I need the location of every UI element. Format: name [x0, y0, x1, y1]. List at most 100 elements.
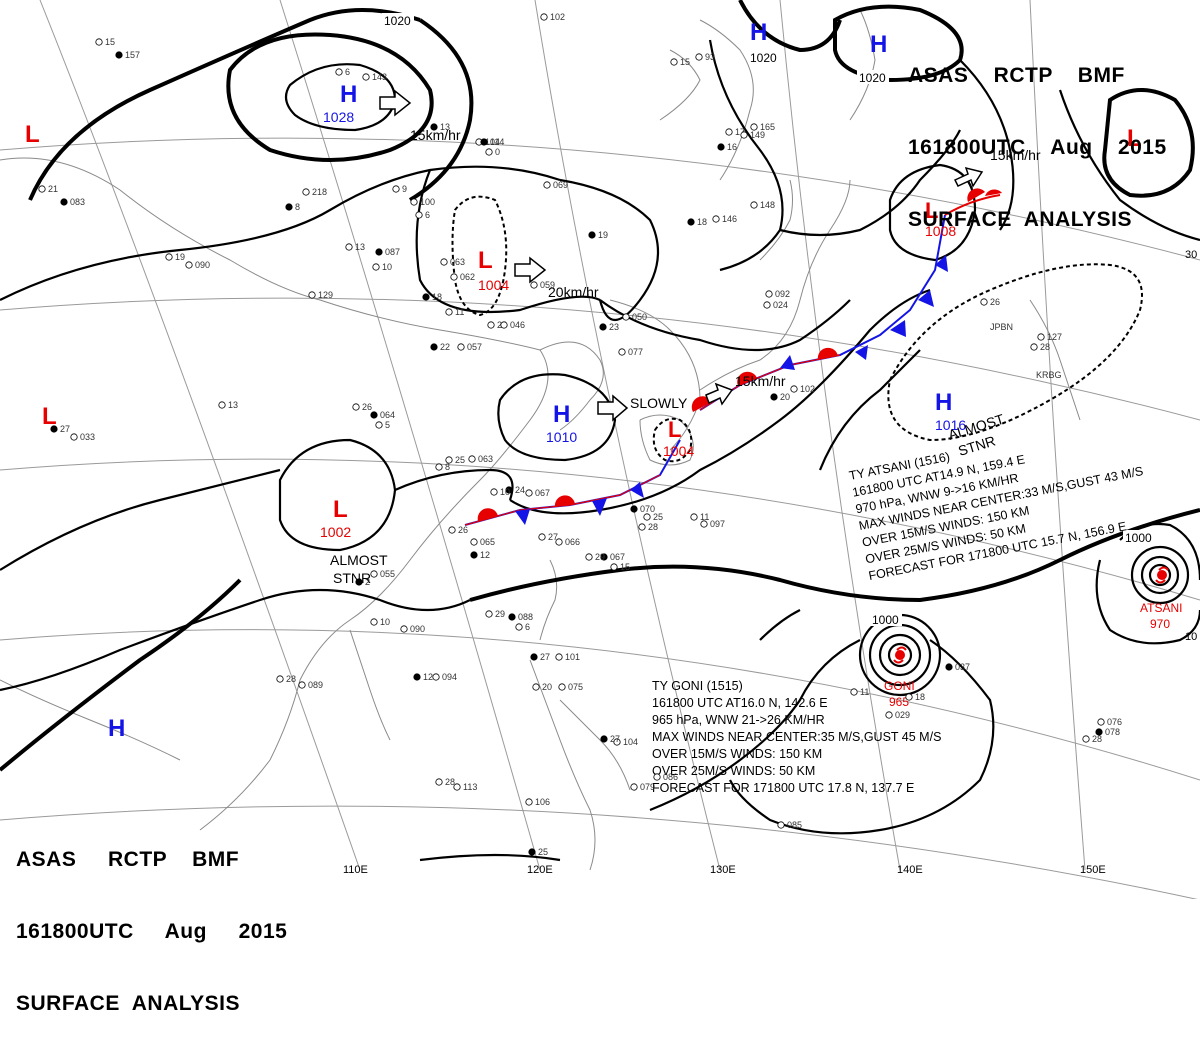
station-circle	[643, 513, 651, 521]
longitude-label: 130E	[710, 864, 736, 876]
station-circle	[487, 321, 495, 329]
station-value: 20	[542, 682, 552, 692]
station-circle	[165, 253, 173, 261]
station-value: 086	[663, 772, 678, 782]
station-value: 27	[548, 532, 558, 542]
station-value: 024	[773, 300, 788, 310]
station-value: 113	[463, 782, 477, 792]
station-circle	[445, 308, 453, 316]
station-circle	[725, 128, 733, 136]
station-circle	[432, 673, 440, 681]
station-value: 104	[623, 737, 638, 747]
station-circle	[750, 123, 758, 131]
station-value: 2	[365, 577, 370, 587]
isobar-labels: 1020 1020 1020 1000 1000	[382, 13, 1155, 627]
high-pressure-value: 1016	[935, 417, 966, 433]
station-circle	[543, 181, 551, 189]
station-value: 062	[460, 272, 475, 282]
station-value: 24	[515, 485, 525, 495]
low-pressure-value: 1004	[478, 277, 509, 293]
station-value: 19	[598, 230, 608, 240]
station-value: 067	[610, 552, 625, 562]
station-value: 21	[48, 184, 58, 194]
low-pressure-value: 1002	[320, 524, 351, 540]
station-value: 066	[565, 537, 580, 547]
station-value: 5	[385, 420, 390, 430]
station-circle	[370, 411, 378, 419]
header-bottom: ASAS RCTP BMF 161800UTC Aug 2015 SURFACE…	[16, 800, 287, 1040]
station-value: 106	[535, 797, 550, 807]
station-value: 127	[1047, 332, 1062, 342]
station-circle	[362, 73, 370, 81]
station-value: 23	[609, 322, 619, 332]
station-value: 143	[372, 72, 387, 82]
station-value: 079	[640, 782, 655, 792]
station-circle	[622, 313, 630, 321]
station-circle	[422, 293, 430, 301]
station-value: 25	[455, 455, 465, 465]
station-value: 12	[480, 550, 490, 560]
station-value: 26	[990, 297, 1000, 307]
station-circle	[445, 456, 453, 464]
station-circle	[115, 51, 123, 59]
station-circle	[980, 298, 988, 306]
station-circle	[60, 198, 68, 206]
longitude-label: 120E	[527, 864, 553, 876]
station-value: 097	[710, 519, 725, 529]
station-circle	[532, 683, 540, 691]
station-circle	[448, 526, 456, 534]
typhoon-atsani-name: ATSANI	[1140, 601, 1182, 615]
station-circle	[1082, 735, 1090, 743]
station-circle	[308, 291, 316, 299]
station-circle	[508, 613, 516, 621]
typhoon-goni-info: TY GONI (1515) 161800 UTC AT16.0 N, 142.…	[652, 679, 941, 795]
low-pressure-value: 1004	[663, 443, 694, 459]
station-circle	[370, 570, 378, 578]
low-pressure-value: 1008	[925, 223, 956, 239]
station-value: 094	[442, 672, 457, 682]
station-circle	[558, 683, 566, 691]
station-value: 93	[705, 52, 715, 62]
station-circle	[285, 203, 293, 211]
station-value: 083	[70, 197, 85, 207]
station-ids: KRBG JPBN	[990, 322, 1062, 380]
station-circle	[457, 343, 465, 351]
station-circle	[1097, 718, 1105, 726]
station-value: 092	[775, 289, 790, 299]
station-value: 090	[195, 260, 210, 270]
station-value: 063	[478, 454, 493, 464]
station-circle	[185, 261, 193, 269]
station-value: 057	[467, 342, 482, 352]
motion-label: 15km/hr	[410, 127, 461, 143]
station-value: 055	[380, 569, 395, 579]
edge-label: 30	[1185, 249, 1197, 261]
low-center: L	[42, 403, 57, 430]
station-circle	[1030, 343, 1038, 351]
motion-arrows	[379, 89, 984, 422]
station-circle	[750, 201, 758, 209]
station-circle	[528, 848, 536, 856]
station-circle	[470, 551, 478, 559]
station-value: 069	[553, 180, 568, 190]
station-circle	[335, 68, 343, 76]
station-value: 18	[697, 217, 707, 227]
station-circle	[435, 778, 443, 786]
station-value: 11	[860, 687, 869, 697]
station-circle	[618, 348, 626, 356]
motion-label: 15km/hr	[735, 373, 786, 389]
station-value: 6	[345, 67, 350, 77]
typhoon-goni-symbol	[893, 646, 907, 664]
station-circle	[525, 489, 533, 497]
station-circle	[638, 523, 646, 531]
station-value: 148	[760, 200, 775, 210]
header-bottom-line: 161800UTC Aug 2015	[16, 920, 288, 943]
station-circle	[885, 711, 893, 719]
station-value: 114	[490, 137, 504, 147]
motion-label: 15km/hr	[990, 147, 1041, 163]
low-center: L	[478, 247, 493, 274]
station-circle	[500, 321, 508, 329]
station-value: 29	[595, 552, 605, 562]
station-value: 13	[355, 242, 365, 252]
station-value: 27	[540, 652, 550, 662]
